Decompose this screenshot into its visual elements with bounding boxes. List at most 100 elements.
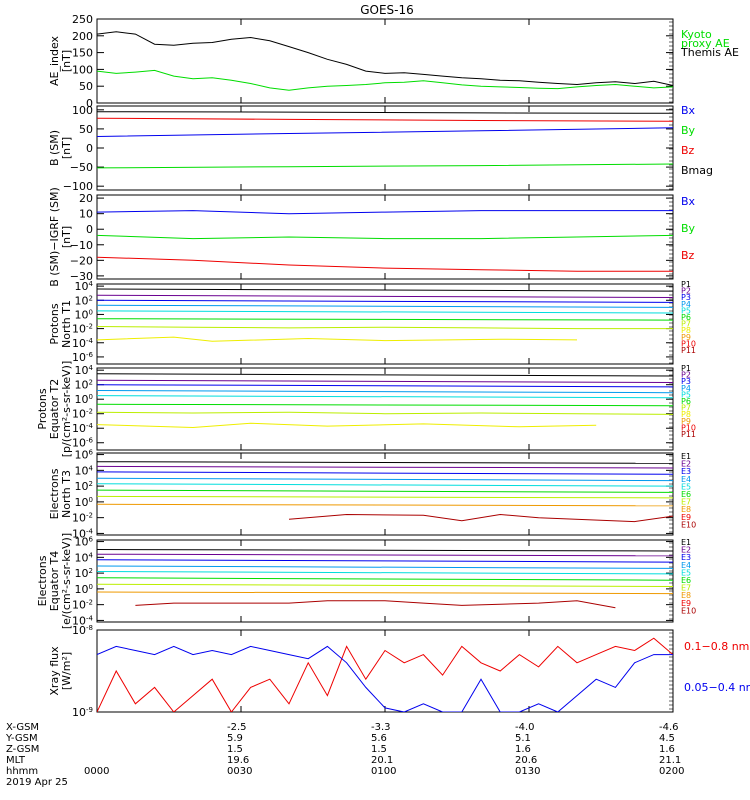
y-tick-label: 150 [72,47,93,60]
y-tick-label: 106 [75,449,94,462]
series-line-p7 [97,326,673,330]
ephemeris-value: 5.6 [371,733,387,744]
series-line-p5 [97,395,673,399]
y-axis-label-line: Equator T2 [48,379,61,439]
legend-entry-e7: E7 [681,584,691,593]
legend-entry-e9: E9 [681,513,691,522]
y-tick-label: 0 [86,97,93,110]
legend-entry-e7: E7 [681,498,691,507]
y-tick-label: 100 [75,583,93,596]
legend-entry-p7: P7 [681,404,691,413]
series-group [97,637,673,712]
y-tick-label: 102 [75,567,93,580]
y-tick-label: 10-4 [72,337,94,350]
y-axis-label-line: Equator T4 [48,551,61,611]
legend-entry-e4: E4 [681,561,691,570]
panel-frame [96,539,674,623]
series-line-p1 [97,373,673,377]
legend-entry-p6: P6 [681,397,691,406]
legend-entry-e2: E2 [681,546,691,555]
series-group [97,373,673,429]
legend-entry-e3: E3 [681,553,691,562]
y-tick-label: −20 [70,254,93,267]
series-line-p5 [97,310,673,314]
y-tick-label: 20 [79,192,93,205]
series-line-e6 [97,489,673,493]
y-tick-label: 100 [72,63,93,76]
ephemeris-value: 19.6 [227,755,249,766]
legend-entry-p1: P1 [681,280,691,289]
legend-entry-p9: P9 [681,417,691,426]
series-line-e2 [97,465,673,469]
panel-frame [96,452,674,536]
ephemeris-value: 5.1 [515,733,531,744]
ephemeris-value: 20.6 [515,755,537,766]
series-line-e8 [97,503,673,507]
ephemeris-row-label: X-GSM [6,722,39,733]
y-tick-label: −30 [70,270,93,283]
y-axis-label: ElectronsEquator T4[e/(cm²-s-sr-keV)] [36,533,73,629]
ephemeris-value: 5.9 [227,733,243,744]
y-axis-label-line: [p/(cm²-s-sr-keV)] [60,361,73,458]
series-line-e7 [97,495,673,499]
ephemeris-value: 1.6 [659,744,675,755]
series-group [97,210,673,272]
series-line-e7 [97,583,673,587]
y-axis-label-line: [nT] [60,226,73,248]
series-line-e1 [97,461,673,464]
y-axis-label-line: B (SM) [48,130,61,166]
ephemeris-row-label: Y-GSM [5,733,38,744]
chart-panel-2: 100 50 0 −50 −100 B (SM)[nT] Bx By Bz Bmag [48,104,713,193]
legend-entry-e8: E8 [681,505,691,514]
y-tick-label: 50 [79,123,93,136]
series-line-bmag [97,111,673,114]
y-axis-label-line: Xray flux [48,646,61,696]
ephemeris-row-label: Z-GSM [6,744,39,755]
series-line-p6 [97,318,673,321]
y-tick-label: 10-9 [72,706,93,719]
series-group [97,111,673,169]
series-line-themis-ae [97,31,673,86]
legend-entry-p11: P11 [681,430,696,439]
ephemeris-row-label: hhmm [6,766,38,777]
legend-entry-p3: P3 [681,293,691,302]
y-axis-label-line: [nT] [60,137,73,159]
legend-entry-p11: P11 [681,346,696,355]
legend-entry-p6: P6 [681,313,691,322]
y-tick-label: 200 [72,30,93,43]
legend-entry-p10: P10 [681,423,696,432]
y-tick-label: 0 [86,223,93,236]
figure-title: GOES-16 [360,3,414,17]
y-tick-label: 106 [75,536,94,549]
y-tick-label: −100 [63,180,93,193]
series-line-e4 [97,477,673,482]
y-axis-label: ProtonsEquator T2[p/(cm²-s-sr-keV)] [36,361,73,458]
legend-entry-themis-ae: Themis AE [680,46,739,59]
series-line-p6 [97,403,673,407]
y-tick-label: −50 [70,161,93,174]
series-line-0-05-0-4-nm [97,645,673,712]
y-tick-label: 100 [75,496,93,509]
series-line-0-1-0-8-nm [97,637,673,712]
y-axis-label-line: B (SM)−IGRF (SM) [48,187,61,287]
legend-entry-p9: P9 [681,333,691,342]
legend-entry-p1: P1 [681,364,691,373]
ephemeris-value: 1.6 [515,744,531,755]
ephemeris-value: 0030 [227,766,252,777]
y-axis-label-line: Electrons [36,555,49,606]
legend-entry-e2: E2 [681,460,691,469]
series-line-p8 [97,336,578,342]
y-tick-label: 100 [75,393,93,406]
ephemeris-value: 0130 [515,766,540,777]
series-line-p4 [97,304,673,308]
series-line-p8 [97,422,597,429]
series-line-bz [97,117,673,122]
ephemeris-value: -3.3 [371,722,391,733]
series-line-bz [97,256,673,272]
legend-entry-bmag: Bmag [681,164,713,177]
legend-entry-e10: E10 [681,606,696,615]
series-line-bx [97,127,673,137]
